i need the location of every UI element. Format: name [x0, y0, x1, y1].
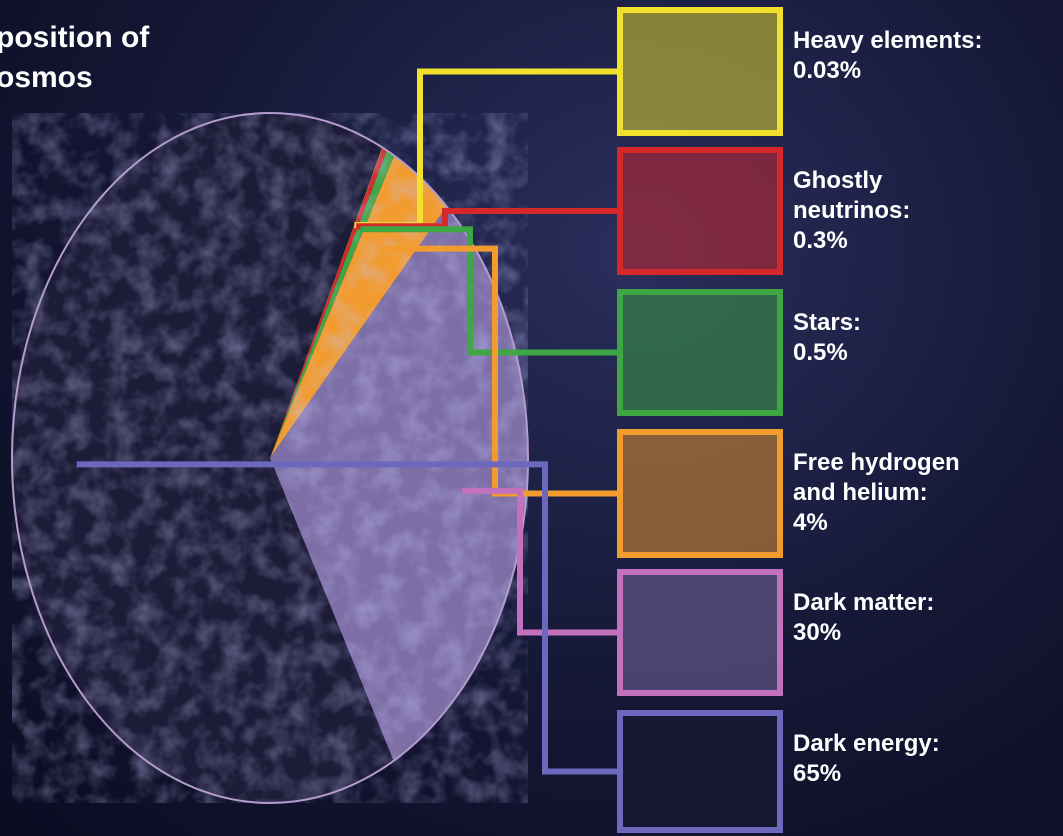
- value-label: 65%: [793, 760, 842, 787]
- legend-box: [617, 289, 783, 416]
- legend-box: [617, 147, 783, 275]
- category-label: Dark energy:: [793, 730, 940, 757]
- legend-box: [617, 429, 783, 558]
- legend-label: Dark energy: 65%: [793, 729, 1053, 789]
- legend-label: Ghostly neutrinos: 0.3%: [793, 166, 943, 256]
- category-label: Free hydrogen and helium:: [793, 449, 960, 506]
- connector: [76, 461, 620, 775]
- legend-box: [617, 7, 783, 136]
- connector: [360, 226, 620, 356]
- value-label: 0.3%: [793, 227, 848, 254]
- value-label: 30%: [793, 619, 842, 646]
- legend-label: Stars: 0.5%: [793, 308, 1053, 368]
- value-label: 0.03%: [793, 57, 862, 84]
- title-line: position of: [0, 21, 150, 54]
- category-label: Stars:: [793, 309, 862, 336]
- category-label: Heavy elements:: [793, 27, 983, 54]
- title-line: osmos: [0, 61, 93, 94]
- category-label: Dark matter:: [793, 589, 935, 616]
- legend-box: [617, 710, 783, 833]
- category-label: Ghostly neutrinos:: [793, 167, 911, 224]
- value-label: 4%: [793, 509, 828, 536]
- chart-title: position of osmos: [0, 18, 149, 98]
- legend-label: Dark matter: 30%: [793, 588, 1053, 648]
- legend-label: Free hydrogen and helium: 4%: [793, 448, 993, 538]
- legend-box: [617, 569, 783, 696]
- value-label: 0.5%: [793, 339, 848, 366]
- pie-outline: [11, 112, 529, 804]
- connector: [383, 245, 620, 497]
- legend-label: Heavy elements: 0.03%: [793, 26, 1053, 86]
- connector: [461, 487, 620, 636]
